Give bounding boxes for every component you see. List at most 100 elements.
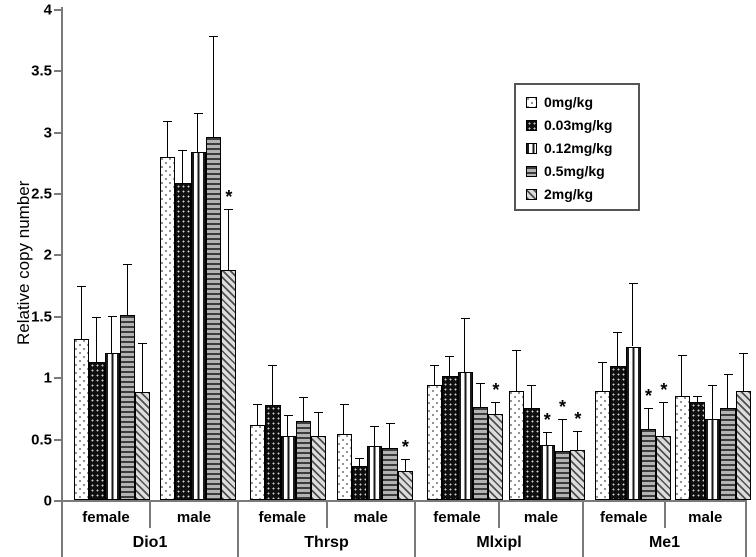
legend-item: 0.12mg/kg [526, 140, 630, 156]
error-bar [80, 286, 82, 340]
bar-dio1-male-0.12mg/kg [190, 152, 206, 500]
error-bar [495, 401, 497, 415]
x-label-sex: female [258, 509, 307, 526]
error-bar-cap [738, 352, 748, 354]
error-bar [711, 384, 713, 419]
horizontal-stripes-swatch-icon [526, 165, 537, 177]
y-tick-label: 1.5 [31, 308, 52, 326]
bar-dio1-male-0mg/kg [160, 157, 176, 500]
error-bar [272, 364, 274, 406]
error-bar [647, 407, 649, 429]
y-tick-mark [54, 193, 61, 195]
error-bar-cap [385, 422, 395, 424]
bar-me1-male-0.03mg/kg [689, 401, 706, 500]
y-tick-label: 0 [43, 492, 52, 510]
y-tick-label: 0.5 [31, 431, 52, 449]
error-bar [197, 113, 199, 153]
error-bar [601, 362, 603, 391]
error-bar [228, 208, 230, 271]
bar-dio1-female-0.5mg/kg [119, 314, 136, 500]
error-bar [256, 404, 258, 426]
y-tick-label: 4 [43, 1, 52, 19]
error-bar-cap [723, 373, 733, 375]
y-tick-label: 2 [43, 246, 52, 264]
error-bar [142, 342, 144, 392]
error-bar [166, 120, 168, 158]
error-bar-cap [644, 407, 654, 409]
bar-thrsp-male-0mg/kg [336, 433, 352, 500]
error-bar-cap [613, 331, 623, 333]
error-bar-cap [527, 384, 537, 386]
significance-asterisk: * [660, 379, 668, 400]
significance-asterisk: * [574, 409, 582, 430]
bar-mlxipl-male-0.03mg/kg [524, 407, 540, 500]
y-tick-mark [54, 315, 61, 318]
y-tick-mark [54, 254, 61, 257]
gene-separator [582, 500, 584, 557]
error-bar-cap [193, 113, 203, 115]
error-bar-cap [491, 401, 501, 403]
error-bar [358, 458, 360, 466]
bar-me1-male-0.12mg/kg [705, 418, 721, 500]
significance-asterisk: * [543, 410, 551, 431]
error-bar-cap [370, 426, 380, 428]
x-label-sex: female [82, 509, 130, 526]
x-label-sex: male [353, 509, 388, 526]
x-label-sex: male [688, 509, 723, 526]
bar-thrsp-female-0.03mg/kg [265, 405, 281, 500]
y-tick-label: 2.5 [31, 185, 52, 203]
legend-label: 0mg/kg [544, 94, 594, 110]
error-bar-cap [460, 318, 470, 320]
bar-me1-male-0mg/kg [674, 395, 690, 500]
error-bar [479, 383, 481, 407]
bar-me1-female-0mg/kg [595, 390, 611, 500]
error-bar-cap [445, 356, 455, 358]
bar-dio1-female-0mg/kg [74, 339, 90, 500]
bar-dio1-female-2mg/kg [135, 391, 151, 500]
bar-mlxipl-male-0mg/kg [509, 390, 525, 500]
error-bar-cap [598, 362, 608, 364]
error-bar [663, 401, 665, 437]
bar-mlxipl-female-2mg/kg [488, 414, 504, 500]
x-label-gene: Dio1 [132, 534, 168, 551]
sex-separator [325, 500, 328, 528]
error-bar [449, 356, 451, 376]
vertical-stripes-swatch-icon [526, 142, 537, 154]
error-bar-cap [542, 432, 552, 434]
x-label-gene: Thrsp [304, 534, 349, 551]
error-bar [464, 318, 466, 373]
error-bar [404, 459, 406, 471]
error-bar [531, 384, 533, 408]
legend-label: 0.5mg/kg [544, 163, 605, 179]
error-bar-cap [558, 418, 568, 420]
x-label-sex: female [433, 509, 481, 526]
error-bar-cap [354, 458, 364, 460]
error-bar [373, 426, 375, 446]
error-bar-cap [314, 411, 324, 413]
bar-dio1-male-0.5mg/kg [205, 136, 222, 500]
x-label-gene: Mlxipl [476, 534, 522, 551]
y-tick-label: 1 [43, 369, 52, 387]
legend: 0mg/kg 0.03mg/kg 0.12mg/kg 0.5mg/kg 2mg/kg [514, 83, 640, 211]
y-tick-mark [54, 131, 61, 134]
bar-me1-female-0.03mg/kg [610, 366, 626, 500]
error-bar-cap [677, 355, 687, 357]
error-bar [433, 364, 435, 385]
error-bar-cap [628, 282, 638, 284]
error-bar-cap [178, 150, 188, 152]
error-bar [111, 315, 113, 353]
legend-label: 0.12mg/kg [544, 140, 613, 156]
error-bar-cap [283, 415, 293, 417]
error-bar-cap [339, 404, 349, 406]
significance-asterisk: * [225, 186, 233, 207]
y-tick-mark [54, 438, 61, 441]
error-bar [696, 395, 698, 402]
legend-item: 0.03mg/kg [526, 117, 630, 133]
error-bar [727, 373, 729, 408]
bar-thrsp-male-0.03mg/kg [351, 465, 368, 500]
y-tick-mark [54, 377, 61, 380]
bar-me1-female-0.5mg/kg [640, 428, 657, 500]
bar-thrsp-female-0mg/kg [250, 425, 266, 500]
error-bar [318, 411, 320, 437]
